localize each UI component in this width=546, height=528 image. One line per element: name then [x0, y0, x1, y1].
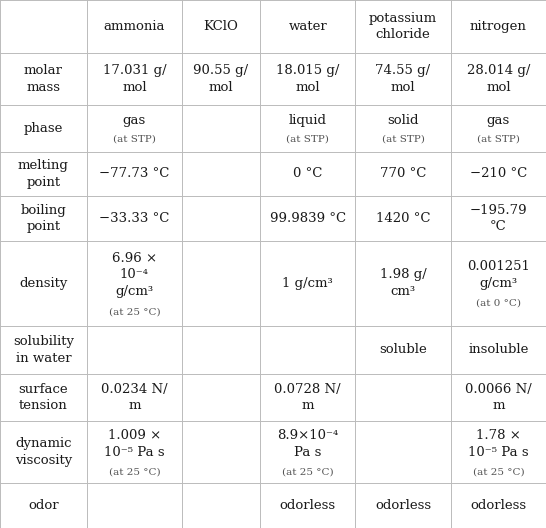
Text: −77.73 °C: −77.73 °C [99, 167, 169, 181]
Text: 0.0234 N/
m: 0.0234 N/ m [101, 383, 168, 412]
Text: (at STP): (at STP) [113, 134, 156, 143]
Text: phase: phase [23, 122, 63, 135]
Text: 1.98 g/
cm³: 1.98 g/ cm³ [379, 268, 426, 298]
Text: melting
point: melting point [18, 159, 69, 188]
Text: 1.009 ×
10⁻⁵ Pa s: 1.009 × 10⁻⁵ Pa s [104, 429, 165, 459]
Text: 1 g/cm³: 1 g/cm³ [282, 277, 333, 290]
Text: solubility
in water: solubility in water [13, 335, 74, 365]
Text: insoluble: insoluble [468, 344, 529, 356]
Text: odorless: odorless [280, 499, 336, 512]
Text: 28.014 g/
mol: 28.014 g/ mol [467, 64, 530, 93]
Text: 17.031 g/
mol: 17.031 g/ mol [103, 64, 166, 93]
Text: solid: solid [387, 114, 419, 127]
Text: −33.33 °C: −33.33 °C [99, 212, 169, 225]
Text: (at 25 °C): (at 25 °C) [472, 467, 524, 476]
Text: 8.9×10⁻⁴
Pa s: 8.9×10⁻⁴ Pa s [277, 429, 339, 459]
Text: nitrogen: nitrogen [470, 20, 527, 33]
Text: 99.9839 °C: 99.9839 °C [270, 212, 346, 225]
Text: 0.0066 N/
m: 0.0066 N/ m [465, 383, 532, 412]
Text: KClO: KClO [204, 20, 239, 33]
Text: soluble: soluble [379, 344, 427, 356]
Text: (at 25 °C): (at 25 °C) [109, 307, 160, 316]
Text: liquid: liquid [289, 114, 327, 127]
Text: water: water [288, 20, 327, 33]
Text: 770 °C: 770 °C [380, 167, 426, 181]
Text: odor: odor [28, 499, 58, 512]
Text: −195.79
°C: −195.79 °C [470, 204, 527, 233]
Text: 18.015 g/
mol: 18.015 g/ mol [276, 64, 340, 93]
Text: gas: gas [123, 114, 146, 127]
Text: (at 0 °C): (at 0 °C) [476, 298, 521, 307]
Text: 0.0728 N/
m: 0.0728 N/ m [274, 383, 341, 412]
Text: 0.001251
g/cm³: 0.001251 g/cm³ [467, 260, 530, 290]
Text: 0 °C: 0 °C [293, 167, 322, 181]
Text: 90.55 g/
mol: 90.55 g/ mol [193, 64, 248, 93]
Text: (at STP): (at STP) [477, 134, 520, 143]
Text: 1.78 ×
10⁻⁵ Pa s: 1.78 × 10⁻⁵ Pa s [468, 429, 529, 459]
Text: odorless: odorless [470, 499, 526, 512]
Text: 1420 °C: 1420 °C [376, 212, 430, 225]
Text: boiling
point: boiling point [20, 204, 66, 233]
Text: (at 25 °C): (at 25 °C) [282, 467, 334, 476]
Text: (at STP): (at STP) [382, 134, 424, 143]
Text: potassium
chloride: potassium chloride [369, 12, 437, 41]
Text: dynamic
viscosity: dynamic viscosity [15, 437, 72, 467]
Text: density: density [19, 277, 68, 290]
Text: (at 25 °C): (at 25 °C) [109, 467, 160, 476]
Text: surface
tension: surface tension [19, 383, 68, 412]
Text: ammonia: ammonia [104, 20, 165, 33]
Text: (at STP): (at STP) [286, 134, 329, 143]
Text: 6.96 ×
10⁻⁴
g/cm³: 6.96 × 10⁻⁴ g/cm³ [112, 252, 157, 298]
Text: −210 °C: −210 °C [470, 167, 527, 181]
Text: gas: gas [486, 114, 510, 127]
Text: 74.55 g/
mol: 74.55 g/ mol [376, 64, 431, 93]
Text: odorless: odorless [375, 499, 431, 512]
Text: molar
mass: molar mass [24, 64, 63, 93]
